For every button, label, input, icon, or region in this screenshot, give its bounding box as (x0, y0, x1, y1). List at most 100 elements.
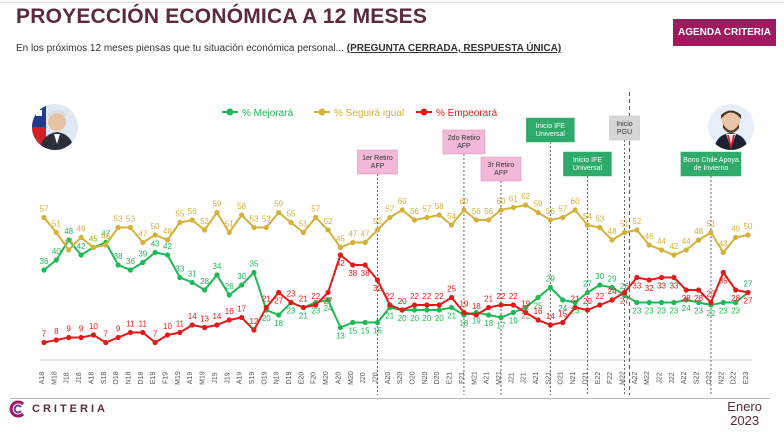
data-label-empeorara: 22 (385, 292, 394, 301)
data-point-mejorara (720, 299, 726, 306)
data-point-seguira (78, 234, 84, 241)
x-tick-label: J18 (76, 372, 83, 383)
data-label-seguira: 61 (509, 195, 518, 204)
x-tick-label: N18 (125, 371, 132, 384)
data-label-empeorara: 33 (669, 282, 678, 291)
x-tick-label: F19 (163, 372, 170, 384)
data-point-empeorara (152, 339, 158, 346)
data-label-seguira: 48 (608, 227, 617, 236)
annotation-box (480, 156, 522, 182)
data-label-empeorara: 38 (348, 269, 357, 278)
data-point-mejorara (634, 299, 640, 306)
data-point-seguira (140, 239, 146, 246)
data-point-seguira (189, 217, 195, 223)
data-point-seguira (362, 239, 368, 246)
data-label-seguira: 56 (472, 207, 481, 216)
data-point-empeorara (448, 294, 455, 301)
data-label-mejorara: 30 (595, 272, 604, 281)
data-point-empeorara (140, 329, 146, 336)
x-tick-label: D18 (138, 371, 145, 384)
legend-label: % Empeorará (436, 108, 498, 119)
data-point-seguira (621, 229, 628, 236)
data-label-mejorara: 15 (361, 327, 370, 336)
data-label-mejorara: 21 (521, 312, 530, 321)
data-label-mejorara: 34 (212, 262, 221, 271)
data-point-mejorara (53, 257, 59, 263)
data-point-seguira (41, 214, 47, 221)
legend-label: % Seguirá igual (334, 108, 404, 119)
data-point-empeorara (350, 262, 356, 268)
data-label-empeorara: 9 (116, 325, 121, 334)
data-label-seguira: 57 (558, 205, 567, 214)
data-label-mejorara: 42 (77, 242, 86, 251)
data-label-seguira: 55 (175, 210, 184, 219)
question-note: (PREGUNTA CERRADA, RESPUESTA ÚNICA) (346, 43, 562, 54)
data-label-seguira: 43 (719, 240, 728, 249)
x-tick-label: D22 (731, 371, 738, 384)
data-label-seguira: 53 (595, 215, 604, 224)
data-label-mejorara: 18 (274, 319, 283, 328)
data-point-mejorara (547, 284, 553, 291)
data-label-seguira: 52 (632, 217, 641, 226)
logo-text: CRITERIA (32, 403, 108, 415)
data-point-mejorara (523, 304, 529, 311)
x-tick-label: F22 (607, 372, 614, 384)
data-label-empeorara: 7 (42, 330, 47, 339)
annotation-box (526, 117, 575, 143)
data-label-mejorara: 40 (52, 247, 61, 256)
x-tick-label: A21 (533, 372, 540, 385)
data-point-seguira (387, 214, 393, 221)
data-point-empeorara (609, 297, 615, 303)
data-point-seguira (609, 237, 615, 243)
data-point-mejorara (560, 297, 566, 303)
annotation-label: 2do Retiro AFP (448, 135, 480, 150)
data-point-empeorara (584, 307, 591, 313)
data-point-mejorara (597, 282, 603, 288)
data-point-empeorara (720, 269, 726, 276)
x-tick-label: E19 (150, 372, 157, 385)
annotation-label: 1er Retiro AFP (362, 155, 393, 170)
data-point-empeorara (127, 329, 134, 336)
data-label-empeorara: 27 (744, 297, 753, 306)
data-label-mejorara: 23 (311, 307, 320, 316)
data-label-seguira: 55 (287, 210, 296, 219)
legend-swatch-marker (318, 108, 326, 116)
data-point-empeorara (201, 324, 208, 331)
data-label-mejorara: 25 (534, 302, 543, 311)
data-point-seguira (572, 207, 578, 213)
data-point-seguira (523, 202, 529, 208)
data-point-mejorara (658, 299, 665, 306)
annotation-box (563, 151, 612, 177)
data-label-seguira: 56 (546, 207, 555, 216)
data-label-seguira: 60 (459, 197, 468, 206)
annotation-box (357, 149, 398, 175)
data-point-empeorara (683, 287, 689, 293)
series-line-empeorara (43, 253, 749, 344)
data-point-empeorara (411, 302, 418, 308)
data-point-mejorara (535, 294, 541, 301)
data-point-empeorara (671, 274, 677, 281)
data-point-mejorara (201, 287, 208, 293)
data-label-seguira: 60 (497, 197, 506, 206)
data-point-empeorara (41, 339, 47, 346)
data-point-empeorara (745, 289, 751, 296)
data-label-empeorara: 22 (311, 292, 320, 301)
data-label-mejorara: 27 (583, 280, 592, 289)
data-label-mejorara: 21 (299, 312, 308, 321)
x-tick-label: J22 (669, 372, 676, 383)
data-label-mejorara: 36 (126, 257, 135, 266)
report-date: Enero 2023 (727, 400, 762, 428)
data-point-mejorara (41, 267, 47, 273)
x-tick-label: A18 (39, 372, 46, 385)
page-title: PROYECCIÓN ECONÓMICA A 12 MESES (16, 5, 428, 28)
data-label-empeorara: 12 (250, 317, 259, 326)
data-label-mejorara: 23 (287, 307, 296, 316)
data-point-seguira (634, 227, 640, 233)
data-point-seguira (226, 229, 232, 236)
data-label-empeorara: 14 (546, 312, 555, 321)
data-label-empeorara: 21 (484, 295, 493, 304)
x-tick-label: D20 (434, 371, 441, 384)
x-tick-label: O21 (558, 371, 565, 384)
data-point-empeorara (510, 302, 516, 308)
x-tick-label: M19 (175, 371, 182, 385)
